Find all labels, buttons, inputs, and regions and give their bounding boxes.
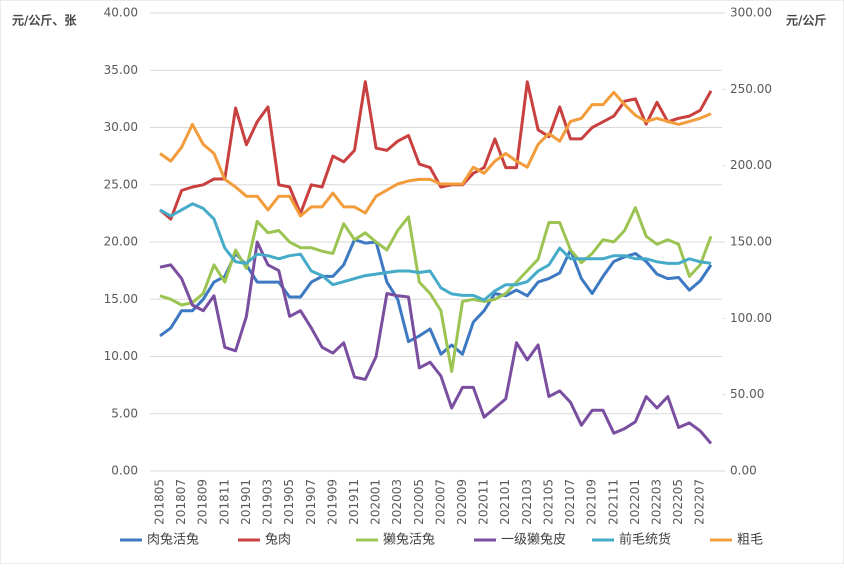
x-tick-label: 202201	[628, 479, 642, 525]
y-tick-label: 25.00	[104, 177, 138, 191]
y-tick-label: 20.00	[104, 235, 138, 249]
x-tick-label: 201907	[304, 479, 318, 525]
series-line	[159, 206, 713, 373]
y2-tick-label: 50.00	[730, 387, 764, 401]
x-tick-label: 202105	[541, 479, 555, 525]
x-tick-label: 201905	[282, 479, 296, 525]
x-tick-label: 202009	[455, 479, 469, 525]
y-tick-label: 35.00	[104, 63, 138, 77]
legend-label: 一级獭兔皮	[501, 533, 566, 548]
x-tick-label: 202003	[390, 479, 404, 525]
y-tick-label: 0.00	[111, 464, 138, 478]
y-tick-label: 15.00	[104, 292, 138, 306]
series-line	[159, 240, 713, 445]
x-tick-label: 201807	[174, 479, 188, 525]
y2-tick-label: 250.00	[730, 82, 772, 96]
x-tick-label: 202011	[477, 479, 491, 525]
y2-axis-label: 元/公斤	[786, 13, 826, 28]
legend-label: 兔肉	[265, 533, 291, 548]
x-tick-label: 202005	[412, 479, 426, 525]
y-tick-label: 10.00	[104, 349, 138, 363]
y2-tick-label: 100.00	[730, 311, 772, 325]
y-tick-label: 5.00	[111, 406, 138, 420]
x-tick-label: 202103	[520, 479, 534, 525]
legend-label: 肉兔活兔	[147, 533, 199, 548]
series-line	[159, 202, 712, 302]
legend-label: 粗毛	[737, 533, 763, 548]
x-tick-label: 201911	[347, 479, 361, 525]
x-tick-label: 202205	[671, 479, 685, 525]
x-tick-label: 201901	[239, 479, 253, 525]
x-tick-label: 201805	[153, 479, 167, 525]
y2-tick-label: 300.00	[730, 6, 772, 20]
legend-label: 前毛统货	[619, 532, 671, 548]
x-tick-label: 201903	[261, 479, 275, 525]
y2-tick-label: 200.00	[730, 158, 772, 172]
x-tick-label: 201811	[217, 479, 231, 525]
x-tick-label: 202101	[498, 479, 512, 525]
x-tick-label: 202007	[433, 479, 447, 525]
x-tick-label: 202111	[606, 479, 620, 525]
x-tick-label: 202207	[693, 479, 707, 525]
x-tick-label: 202109	[585, 479, 599, 525]
y2-tick-label: 0.00	[730, 464, 757, 478]
legend-label: 獭兔活兔	[383, 533, 435, 548]
y-tick-label: 30.00	[104, 120, 138, 134]
x-tick-label: 202001	[369, 479, 383, 525]
y2-tick-label: 150.00	[730, 235, 772, 249]
series-line	[159, 80, 713, 221]
y-tick-label: 40.00	[104, 6, 138, 20]
x-tick-label: 201809	[196, 479, 210, 525]
x-tick-label: 202203	[649, 479, 663, 525]
series-line	[159, 90, 712, 218]
x-tick-label: 201909	[325, 479, 339, 525]
y-axis-label: 元/公斤、张	[12, 13, 77, 28]
x-tick-label: 202107	[563, 479, 577, 525]
